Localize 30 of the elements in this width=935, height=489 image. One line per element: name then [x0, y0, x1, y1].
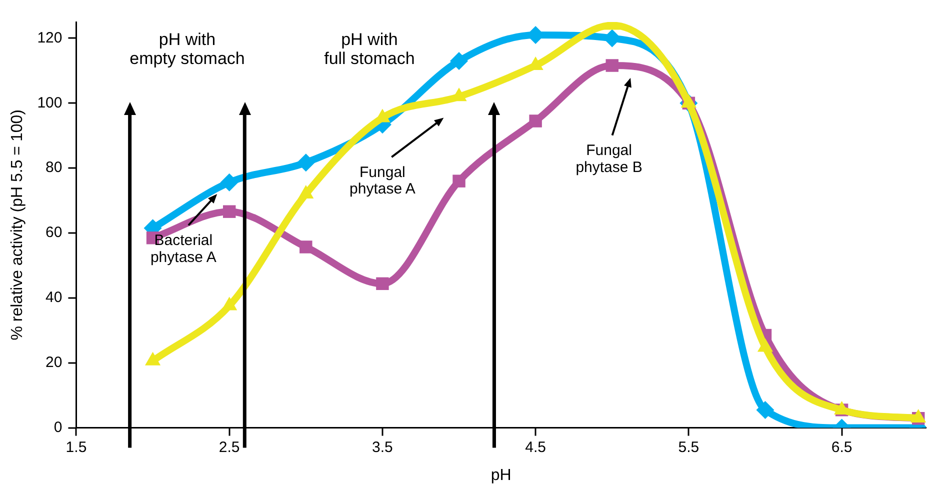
point [376, 277, 389, 290]
y-tick-label: 40 [46, 289, 62, 306]
point [450, 52, 468, 70]
x-tick-label: 6.5 [831, 438, 852, 456]
annotation: pH with empty stomach [130, 30, 245, 68]
y-tick-label: 120 [37, 29, 62, 46]
series-label: Fungal phytase A [350, 164, 416, 198]
x-tick-label: 3.5 [372, 438, 393, 456]
point [452, 174, 466, 188]
y-tick-label: 100 [37, 94, 62, 112]
x-tick-label: 4.5 [525, 438, 546, 456]
y-tick-label: 20 [46, 354, 62, 372]
y-tick-label: 80 [46, 159, 62, 176]
text: Fungal phytase B [576, 142, 642, 176]
y-tick-label: 60 [46, 224, 62, 242]
y-tick-label: 0 [54, 418, 62, 436]
x-tick-label: 5.5 [678, 438, 700, 456]
point [296, 154, 315, 172]
x-axis-title: pH [490, 466, 512, 484]
point [529, 114, 542, 128]
y-axis-title: % relative activity (pH 5.5 = 100) [9, 110, 26, 340]
series-label: Bacterial phytase A [150, 232, 216, 266]
annotation: pH with full stomach [324, 30, 415, 68]
point [606, 59, 618, 72]
point [222, 205, 236, 218]
point [220, 173, 238, 192]
point [756, 400, 774, 419]
point [300, 240, 312, 254]
x-tick-label: 1.5 [66, 438, 87, 456]
x-tick-label: 2.5 [218, 438, 240, 456]
